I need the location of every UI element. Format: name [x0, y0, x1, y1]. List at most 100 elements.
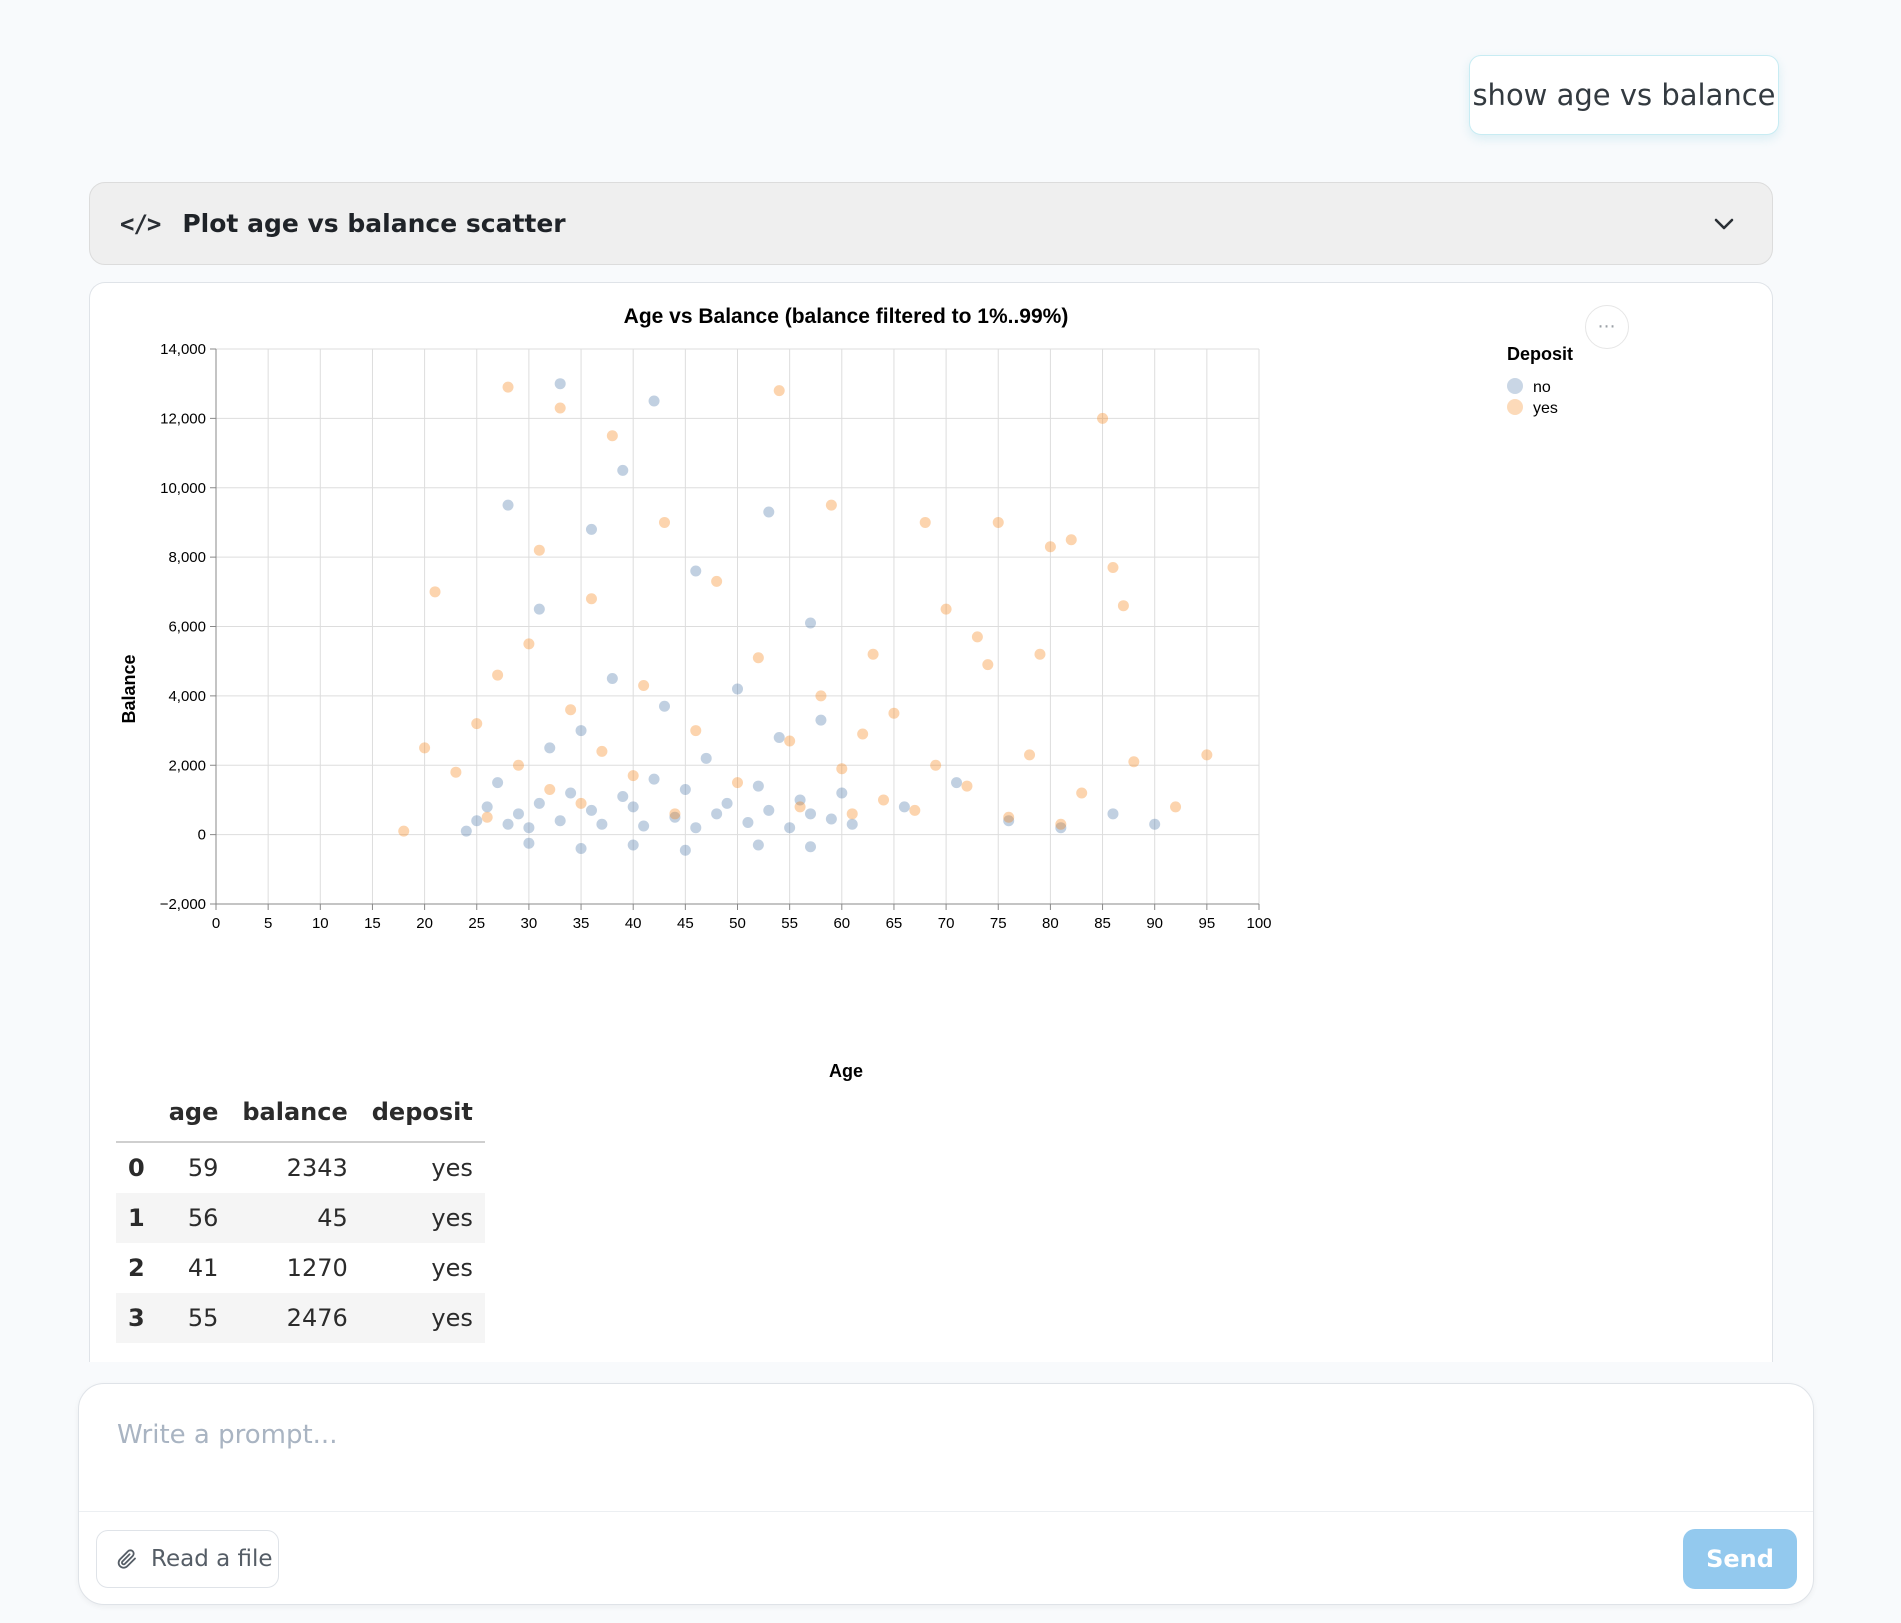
scatter-point-yes	[982, 659, 994, 671]
scatter-point-no	[711, 808, 723, 820]
read-file-label: Read a file	[151, 1546, 273, 1572]
scatter-point-no	[658, 700, 670, 712]
tool-call-header[interactable]: </> Plot age vs balance scatter	[89, 182, 1773, 265]
send-button[interactable]: Send	[1683, 1529, 1797, 1589]
code-icon: </>	[120, 209, 161, 238]
x-tick-label: 0	[212, 915, 220, 932]
balance-cell: 1270	[286, 1254, 348, 1282]
y-tick-label: 6,000	[168, 619, 206, 636]
deposit-cell: yes	[431, 1304, 473, 1332]
scatter-point-no	[512, 808, 524, 820]
scatter-point-no	[575, 725, 587, 737]
x-tick-label: 20	[416, 915, 433, 932]
scatter-point-yes	[554, 402, 566, 414]
scatter-point-no	[951, 777, 963, 789]
chevron-down-icon[interactable]	[1712, 212, 1736, 236]
x-tick-label: 80	[1042, 915, 1059, 932]
y-tick-label: −2,000	[160, 896, 206, 913]
scatter-point-yes	[502, 381, 514, 393]
y-tick-label: 8,000	[168, 549, 206, 566]
scatter-point-yes	[961, 780, 973, 792]
scatter-point-no	[690, 822, 702, 834]
scatter-point-no	[638, 820, 650, 832]
scatter-point-yes	[585, 593, 597, 605]
scatter-point-no	[565, 787, 577, 799]
scatter-point-no	[617, 790, 629, 802]
scatter-point-no	[846, 818, 858, 830]
scatter-point-no	[805, 617, 817, 629]
scatter-point-yes	[492, 669, 504, 681]
row-index: 1	[128, 1204, 145, 1232]
scatter-point-no	[1149, 818, 1161, 830]
scatter-point-no	[700, 752, 712, 764]
scatter-point-yes	[992, 516, 1004, 528]
scatter-point-yes	[971, 631, 983, 643]
scatter-point-yes	[1065, 534, 1077, 546]
scatter-point-no	[721, 797, 733, 809]
scatter-point-no	[742, 816, 754, 828]
scatter-point-yes	[878, 794, 890, 806]
tool-call-title: Plot age vs balance scatter	[182, 209, 566, 238]
scatter-point-yes	[867, 648, 879, 660]
age-cell: 59	[187, 1154, 219, 1182]
user-message-text: show age vs balance	[1472, 78, 1776, 112]
scatter-point-no	[836, 787, 848, 799]
scatter-point-yes	[669, 808, 681, 820]
row-index: 0	[128, 1154, 145, 1182]
scatter-point-yes	[1201, 749, 1213, 761]
composer-divider	[79, 1511, 1813, 1512]
scatter-point-no	[502, 499, 514, 511]
scatter-point-yes	[1107, 562, 1119, 574]
scatter-point-no	[523, 837, 535, 849]
scatter-point-no	[575, 843, 587, 854]
scatter-point-yes	[846, 808, 858, 820]
scatter-point-yes	[773, 385, 785, 397]
scatter-point-no	[523, 822, 535, 834]
read-file-button[interactable]: Read a file	[96, 1530, 279, 1588]
y-tick-label: 2,000	[168, 757, 206, 774]
deposit-cell: yes	[431, 1204, 473, 1232]
paperclip-icon	[117, 1549, 136, 1569]
scatter-point-no	[606, 673, 618, 685]
x-tick-label: 65	[886, 915, 903, 932]
x-tick-label: 45	[677, 915, 694, 932]
scatter-point-yes	[1044, 541, 1056, 553]
x-tick-label: 30	[521, 915, 538, 932]
scatter-point-no	[1003, 815, 1015, 827]
chart-title: Age vs Balance (balance filtered to 1%..…	[624, 305, 1069, 328]
scatter-point-yes	[1003, 811, 1015, 823]
scatter-point-no	[617, 464, 629, 476]
scatter-point-yes	[638, 679, 650, 691]
scatter-point-yes	[419, 742, 431, 754]
chart-legend: Deposit no yes	[1507, 344, 1573, 417]
balance-cell: 2476	[286, 1304, 348, 1332]
scatter-point-no	[679, 844, 691, 856]
y-tick-label: 4,000	[168, 688, 206, 705]
scatter-point-no	[471, 815, 483, 827]
scatter-chart: 0 5 10 15 20 25 30 35 40 45 50 55 60 65 70 75 80 85 90 95 10…	[119, 305, 1573, 1081]
age-cell: 41	[187, 1254, 219, 1282]
scatter-point-no	[554, 815, 566, 827]
scatter-point-no	[554, 378, 566, 390]
deposit-cell: yes	[431, 1154, 473, 1182]
scatter-point-yes	[523, 638, 535, 650]
tool-output-card: 0 5 10 15 20 25 30 35 40 45 50 55 60 65 70 75 80 85 90 95 10…	[89, 282, 1773, 1362]
scatter-point-no	[794, 794, 806, 806]
x-tick-label: 75	[990, 915, 1007, 932]
prompt-input[interactable]	[115, 1414, 1719, 1456]
x-tick-label: 25	[468, 915, 485, 932]
scatter-point-yes	[596, 745, 608, 757]
scatter-point-yes	[732, 777, 743, 789]
chart-axes: 0 5 10 15 20 25 30 35 40 45 50 55 60 65 70 75 80 85 90 95 10…	[160, 341, 1272, 932]
table-row: 0 59 2343 yes	[116, 1142, 485, 1193]
scatter-point-yes	[794, 801, 806, 813]
x-tick-label: 70	[938, 915, 955, 932]
scatter-point-yes	[1128, 756, 1140, 768]
scatter-point-yes	[825, 499, 837, 511]
scatter-point-no	[815, 714, 827, 726]
scatter-point-no	[648, 773, 660, 785]
x-axis-label: Age	[829, 1061, 863, 1081]
scatter-point-no	[1055, 822, 1067, 834]
chart-actions-menu-button[interactable]: ⋯	[1585, 305, 1629, 349]
scatter-point-yes	[919, 516, 931, 528]
